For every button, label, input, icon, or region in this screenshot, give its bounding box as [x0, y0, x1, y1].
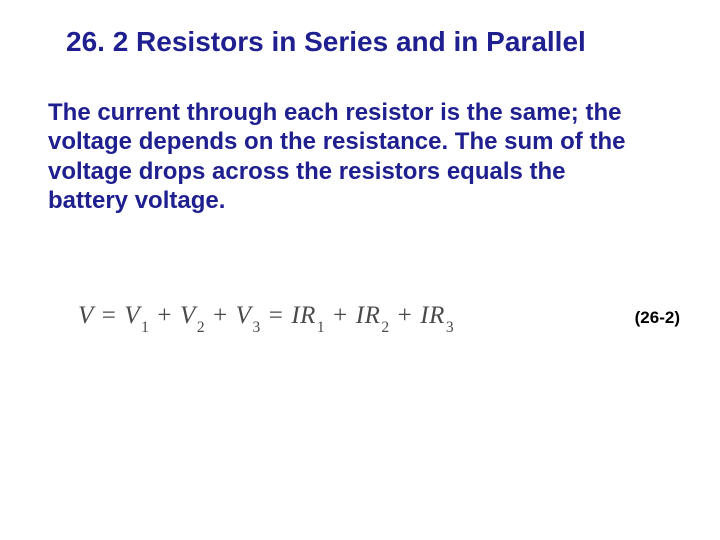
slide: 26. 2 Resistors in Series and in Paralle… [0, 0, 720, 540]
eq-equals2: = [261, 302, 292, 329]
eq-subr2: 2 [380, 319, 389, 336]
eq-subr1: 1 [316, 319, 325, 336]
body-paragraph: The current through each resistor is the… [48, 98, 650, 215]
section-title: 26. 2 Resistors in Series and in Paralle… [66, 26, 680, 58]
eq-sub1: 1 [140, 319, 149, 336]
series-voltage-equation: V=V1+V2+V3=IR1+IR2+IR3 [48, 302, 454, 334]
eq-equals: = [94, 302, 125, 329]
eq-ir3: IR [420, 302, 445, 329]
eq-plus4: + [390, 302, 421, 329]
eq-plus1: + [149, 302, 180, 329]
eq-v1: V [124, 302, 140, 329]
eq-plus2: + [205, 302, 236, 329]
eq-subr3: 3 [445, 319, 454, 336]
eq-sub2: 2 [196, 319, 205, 336]
eq-plus3: + [325, 302, 356, 329]
eq-v3: V [236, 302, 252, 329]
eq-ir1: IR [291, 302, 316, 329]
eq-sub3: 3 [251, 319, 260, 336]
equation-row: V=V1+V2+V3=IR1+IR2+IR3 (26-2) [48, 302, 680, 334]
eq-v2: V [180, 302, 196, 329]
eq-v: V [78, 302, 94, 329]
equation-number: (26-2) [615, 308, 680, 328]
eq-ir2: IR [356, 302, 381, 329]
